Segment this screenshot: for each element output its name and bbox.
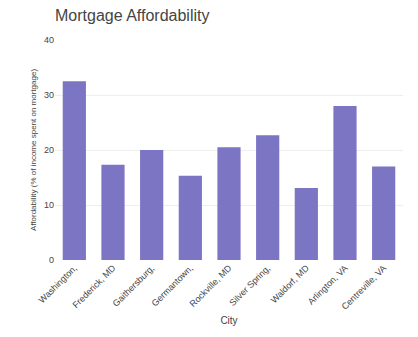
svg-text:Germantown,: Germantown, bbox=[150, 263, 195, 308]
svg-text:30: 30 bbox=[44, 90, 54, 100]
svg-text:City: City bbox=[220, 315, 237, 326]
svg-text:Frederick, MD: Frederick, MD bbox=[71, 263, 118, 310]
svg-text:Rockville, MD: Rockville, MD bbox=[188, 263, 234, 309]
svg-text:Gaithersburg,: Gaithersburg, bbox=[111, 263, 157, 309]
svg-text:Arlington, VA: Arlington, VA bbox=[306, 263, 350, 307]
svg-text:Washington,: Washington, bbox=[37, 263, 79, 305]
svg-text:Waldorf, MD: Waldorf, MD bbox=[269, 263, 312, 306]
svg-text:Silver Spring,: Silver Spring, bbox=[227, 263, 272, 308]
svg-text:0: 0 bbox=[49, 255, 54, 265]
svg-text:Affordability (% of income spe: Affordability (% of income spent on mort… bbox=[29, 69, 38, 231]
svg-text:10: 10 bbox=[44, 200, 54, 210]
svg-text:40: 40 bbox=[44, 35, 54, 45]
svg-text:Mortgage Affordability: Mortgage Affordability bbox=[55, 7, 209, 24]
svg-text:Centreville, VA: Centreville, VA bbox=[340, 263, 389, 312]
svg-text:20: 20 bbox=[44, 145, 54, 155]
